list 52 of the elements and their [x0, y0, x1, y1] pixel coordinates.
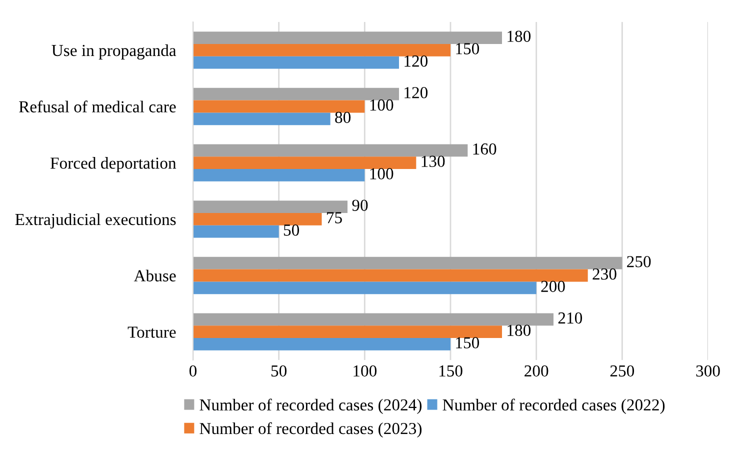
y-tick-label: Extrajudicial executions [15, 213, 176, 228]
data-label: 80 [335, 112, 351, 124]
bar [193, 156, 416, 170]
y-tick-label: Forced deportation [50, 157, 176, 172]
bar [193, 212, 322, 226]
bar [193, 326, 502, 338]
bar [193, 100, 365, 113]
data-label: 100 [370, 99, 394, 111]
data-label: 90 [352, 200, 368, 211]
legend-label: Number of recorded cases (2023) [200, 422, 422, 438]
data-label: 75 [327, 212, 342, 224]
bar [193, 169, 365, 182]
x-tick-label: 100 [354, 365, 377, 377]
legend-label: Number of recorded cases (2022) [442, 398, 665, 414]
data-label: 210 [558, 312, 582, 324]
x-tick-label: 0 [189, 365, 197, 377]
data-label: 130 [422, 156, 445, 168]
bar [193, 338, 450, 350]
data-label: 120 [404, 87, 428, 98]
y-tick-label: Abuse [134, 270, 176, 282]
data-label: 150 [456, 337, 480, 348]
legend-label: Number of recorded cases (2024) [200, 398, 422, 414]
y-tick-label: Refusal of medical care [19, 100, 176, 112]
bar [193, 44, 450, 56]
y-tick-label: Torture [128, 326, 176, 338]
x-tick-label: 50 [271, 365, 287, 377]
x-tick-label: 300 [696, 365, 720, 377]
bar [193, 313, 554, 326]
bar [193, 112, 330, 126]
data-label: 230 [592, 268, 616, 280]
bar [193, 269, 588, 282]
bar [193, 256, 622, 270]
bar [193, 282, 536, 294]
bar [193, 144, 468, 157]
bar [193, 32, 502, 44]
bar [193, 56, 399, 69]
data-label: 200 [541, 280, 565, 292]
x-tick-label: 200 [524, 365, 548, 377]
data-label: 180 [508, 30, 531, 42]
data-label: 150 [456, 43, 480, 54]
data-label: 160 [473, 143, 496, 155]
data-label: 100 [370, 168, 394, 180]
x-tick-label: 150 [439, 365, 462, 377]
y-tick-label: Use in propaganda [52, 44, 176, 60]
data-label: 120 [404, 55, 428, 67]
data-label: 250 [627, 256, 651, 268]
data-label: 180 [508, 324, 531, 336]
data-label: 50 [284, 224, 300, 236]
bar [193, 225, 279, 238]
x-tick-label: 250 [610, 365, 634, 377]
bar [193, 88, 399, 100]
bar [193, 200, 348, 213]
